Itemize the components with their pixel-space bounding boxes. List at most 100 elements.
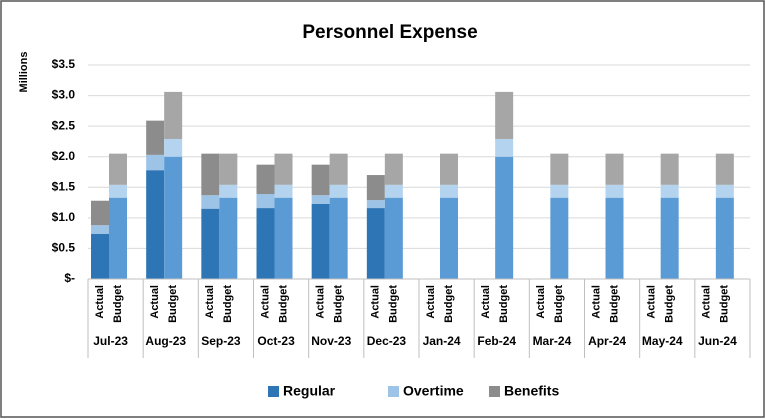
bar-segment xyxy=(550,153,569,185)
sub-category-label: Actual xyxy=(315,285,327,319)
bar-segment xyxy=(329,197,348,279)
y-tick-label: $1.0 xyxy=(52,210,76,224)
bar-segment xyxy=(164,156,183,279)
sub-category-label: Actual xyxy=(204,285,216,319)
bar-segment xyxy=(164,138,183,157)
bar-segment xyxy=(495,91,514,139)
bar-segment xyxy=(274,197,293,279)
bar-segment xyxy=(219,153,238,185)
bar-segment xyxy=(605,197,624,279)
bar-segment xyxy=(311,164,330,196)
sub-category-label: Budget xyxy=(167,285,179,323)
bar-segment xyxy=(256,208,275,279)
bar-segment xyxy=(329,184,348,198)
bar-segment xyxy=(660,153,679,185)
bar-segment xyxy=(256,164,275,195)
y-tick-label: $- xyxy=(64,271,75,285)
bar-segment xyxy=(440,197,458,279)
bar-segment xyxy=(366,175,385,201)
y-tick-label: $2.0 xyxy=(52,149,76,163)
chart-title: Personnel Expense xyxy=(302,22,477,43)
bar-segment xyxy=(440,153,458,185)
sub-category-label: Actual xyxy=(425,285,437,319)
sub-category-label: Actual xyxy=(94,285,106,319)
x-tick-label: Sep-23 xyxy=(201,334,241,348)
sub-category-label: Budget xyxy=(608,285,620,323)
bar-segment xyxy=(550,197,569,279)
bar-segment xyxy=(366,208,385,279)
bar-segment xyxy=(201,153,220,196)
bar-segment xyxy=(91,200,109,226)
sub-category-label: Budget xyxy=(222,285,234,323)
bar-segment xyxy=(329,153,348,185)
x-tick-label: Feb-24 xyxy=(477,334,516,348)
y-tick-label: $2.5 xyxy=(52,118,76,132)
bar-segment xyxy=(495,138,514,157)
legend-label: Benefits xyxy=(504,383,559,399)
x-tick-label: Nov-23 xyxy=(311,334,351,348)
bar-segment xyxy=(715,197,734,279)
bar-segment xyxy=(219,184,238,198)
x-tick-label: Apr-24 xyxy=(588,334,626,348)
bar-segment xyxy=(146,154,165,171)
x-tick-label: Mar-24 xyxy=(533,334,572,348)
legend-swatch xyxy=(268,386,279,397)
legend-swatch xyxy=(489,386,500,397)
x-tick-label: Dec-23 xyxy=(367,334,407,348)
sub-category-label: Actual xyxy=(701,285,713,319)
bar-segment xyxy=(201,195,220,209)
y-tick-label: $3.0 xyxy=(52,88,76,102)
y-axis-label: Millions xyxy=(18,52,30,93)
sub-category-label: Budget xyxy=(553,285,565,323)
bar-segment xyxy=(660,184,679,198)
sub-category-label: Actual xyxy=(370,285,382,319)
sub-category-label: Actual xyxy=(646,285,658,319)
bar-segment xyxy=(311,203,330,279)
bar-segment xyxy=(109,153,127,185)
y-tick-label: $1.5 xyxy=(52,179,76,193)
bar-segment xyxy=(91,225,109,234)
x-tick-label: Aug-23 xyxy=(145,334,186,348)
bar-segment xyxy=(311,195,330,204)
bar-segment xyxy=(109,184,127,198)
sub-category-label: Budget xyxy=(719,285,731,323)
x-tick-label: Jan-24 xyxy=(423,334,461,348)
legend-swatch xyxy=(388,386,399,397)
bar-segment xyxy=(384,184,403,198)
bar-segment xyxy=(550,184,569,198)
legend-label: Overtime xyxy=(403,383,464,399)
bar-segment xyxy=(219,197,238,279)
x-tick-label: Jun-24 xyxy=(698,334,737,348)
bar-segment xyxy=(91,233,109,279)
x-tick-label: May-24 xyxy=(642,334,683,348)
bar-segment xyxy=(495,156,514,279)
bar-segment xyxy=(256,194,275,209)
bar-segment xyxy=(366,200,385,209)
sub-category-label: Budget xyxy=(664,285,676,323)
bar-segment xyxy=(274,153,293,185)
sub-category-label: Budget xyxy=(443,285,455,323)
bar-segment xyxy=(660,197,679,279)
sub-category-label: Budget xyxy=(333,285,345,323)
bar-segment xyxy=(715,184,734,198)
bar-segment xyxy=(146,170,165,279)
x-tick-label: Jul-23 xyxy=(93,334,128,348)
sub-category-label: Budget xyxy=(388,285,400,323)
bar-segment xyxy=(384,153,403,185)
y-tick-label: $0.5 xyxy=(52,241,76,255)
sub-category-label: Actual xyxy=(535,285,547,319)
bar-segment xyxy=(605,184,624,198)
bar-segment xyxy=(164,91,183,139)
bar-segment xyxy=(274,184,293,198)
bar-segment xyxy=(201,208,220,279)
bar-segment xyxy=(715,153,734,185)
sub-category-label: Actual xyxy=(590,285,602,319)
bar-segment xyxy=(384,197,403,279)
bar-segment xyxy=(440,184,458,198)
sub-category-label: Actual xyxy=(259,285,271,319)
legend-label: Regular xyxy=(283,383,336,399)
bar-segment xyxy=(146,120,165,155)
sub-category-label: Actual xyxy=(149,285,161,319)
